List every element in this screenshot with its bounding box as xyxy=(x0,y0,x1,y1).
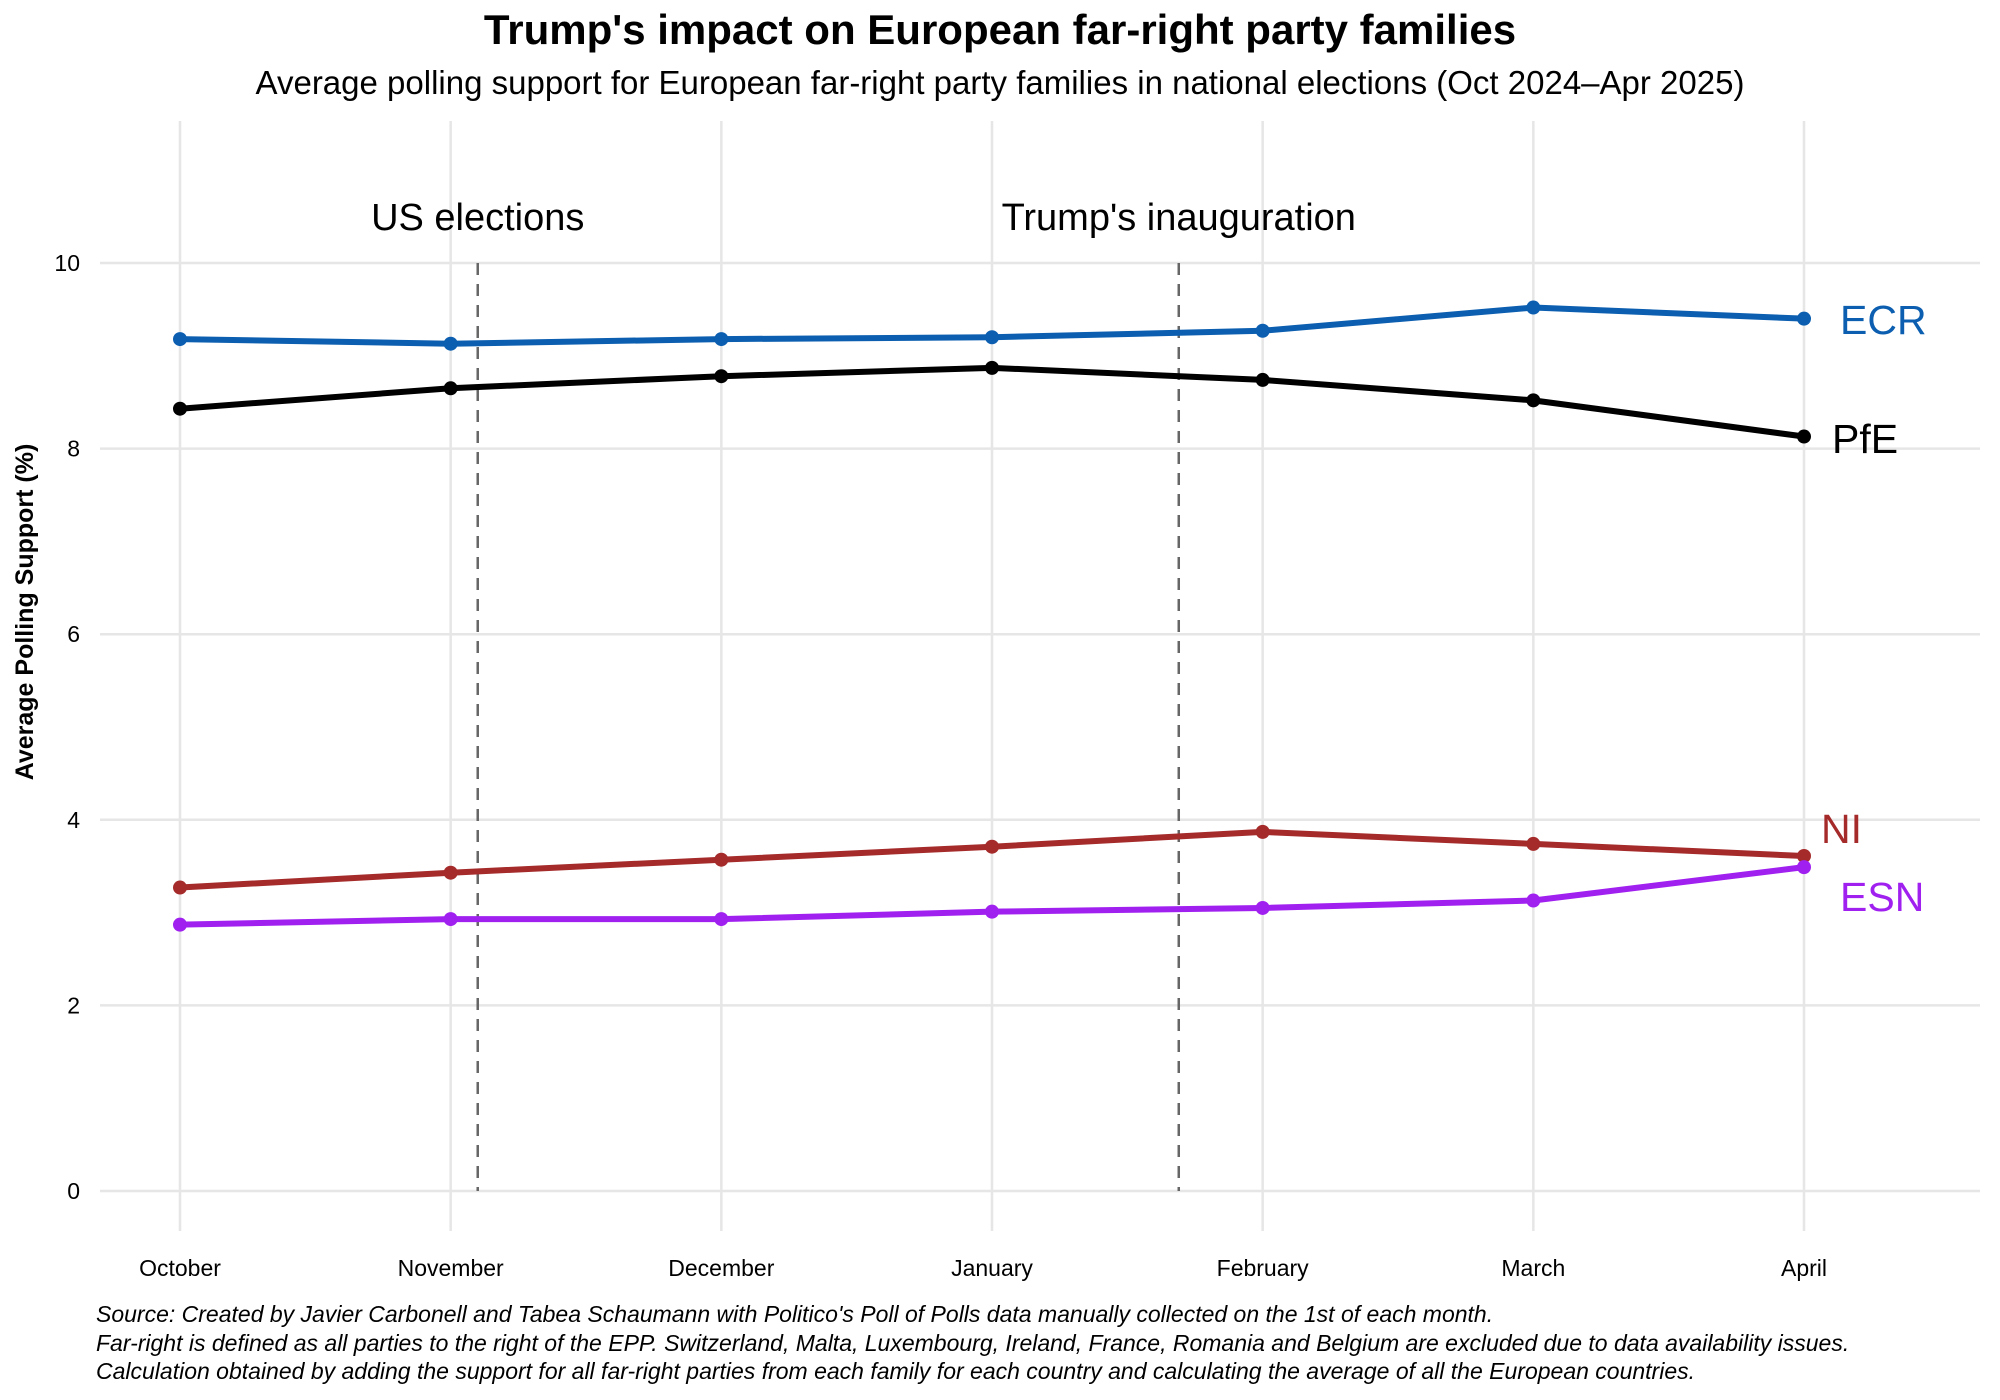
y-tick-label: 4 xyxy=(67,807,80,833)
data-point xyxy=(443,381,458,396)
y-axis-ticks: 0 2 4 6 8 10 xyxy=(54,250,80,1204)
data-point xyxy=(714,912,729,927)
data-point xyxy=(1255,900,1270,915)
series-esn xyxy=(173,860,1811,932)
series-group xyxy=(173,300,1811,932)
y-tick-label: 8 xyxy=(67,436,80,462)
footer-definition: Far-right is defined as all parties to t… xyxy=(96,1329,1850,1356)
x-tick-label: February xyxy=(1217,1255,1310,1281)
series-ecr xyxy=(173,300,1811,351)
data-point xyxy=(173,880,187,895)
series-label-pfe: PfE xyxy=(1832,416,1898,462)
x-tick-label: March xyxy=(1501,1255,1565,1281)
footer-source: Source: Created by Javier Carbonell and … xyxy=(96,1301,1494,1327)
x-tick-label: October xyxy=(139,1255,221,1281)
series-label-esn: ESN xyxy=(1840,874,1924,920)
series-label-ecr: ECR xyxy=(1840,297,1927,343)
y-tick-label: 10 xyxy=(54,250,80,276)
data-point xyxy=(173,401,187,416)
data-point xyxy=(714,369,729,384)
data-point xyxy=(985,839,999,854)
data-point xyxy=(1797,429,1811,444)
annotation-label: US elections xyxy=(371,197,584,239)
series-pfe xyxy=(173,360,1811,444)
series-labels: ECR PfE NI ESN xyxy=(1821,297,1927,920)
annotation-label: Trump's inauguration xyxy=(1002,197,1356,239)
x-tick-label: January xyxy=(951,1255,1033,1281)
data-point xyxy=(985,330,999,345)
data-point xyxy=(173,332,187,347)
data-point xyxy=(443,336,458,351)
series-label-ni: NI xyxy=(1821,806,1862,852)
data-point xyxy=(443,912,458,927)
data-point xyxy=(714,332,729,347)
x-axis-ticks: October November December January February Ma… xyxy=(139,1255,1827,1281)
y-tick-label: 6 xyxy=(67,621,80,647)
data-point xyxy=(443,865,458,880)
annotations: US elections Trump's inauguration xyxy=(371,197,1356,1191)
data-point xyxy=(985,904,999,919)
data-point xyxy=(173,917,187,932)
data-point xyxy=(985,360,999,375)
chart-title: Trump's impact on European far-right par… xyxy=(483,6,1517,53)
data-point xyxy=(1797,848,1811,863)
y-tick-label: 0 xyxy=(67,1178,80,1204)
x-tick-label: November xyxy=(398,1255,504,1281)
data-point xyxy=(1526,893,1541,908)
data-point xyxy=(1526,836,1541,851)
data-point xyxy=(1797,860,1811,875)
footer-method: Calculation obtained by adding the suppo… xyxy=(96,1358,1696,1384)
data-point xyxy=(1526,393,1541,408)
x-tick-label: April xyxy=(1781,1255,1827,1281)
grid xyxy=(100,121,1980,1231)
y-axis-title: Average Polling Support (%) xyxy=(11,444,39,781)
data-point xyxy=(714,852,729,867)
chart-subtitle: Average polling support for European far… xyxy=(255,64,1745,101)
y-tick-label: 2 xyxy=(67,992,80,1018)
chart-footer: Source: Created by Javier Carbonell and … xyxy=(96,1300,1849,1386)
data-point xyxy=(1255,372,1270,387)
data-point xyxy=(1526,300,1541,315)
data-point xyxy=(1255,323,1270,338)
data-point xyxy=(1255,824,1270,839)
x-tick-label: December xyxy=(668,1255,774,1281)
data-point xyxy=(1797,311,1811,326)
series-ni xyxy=(173,824,1811,895)
